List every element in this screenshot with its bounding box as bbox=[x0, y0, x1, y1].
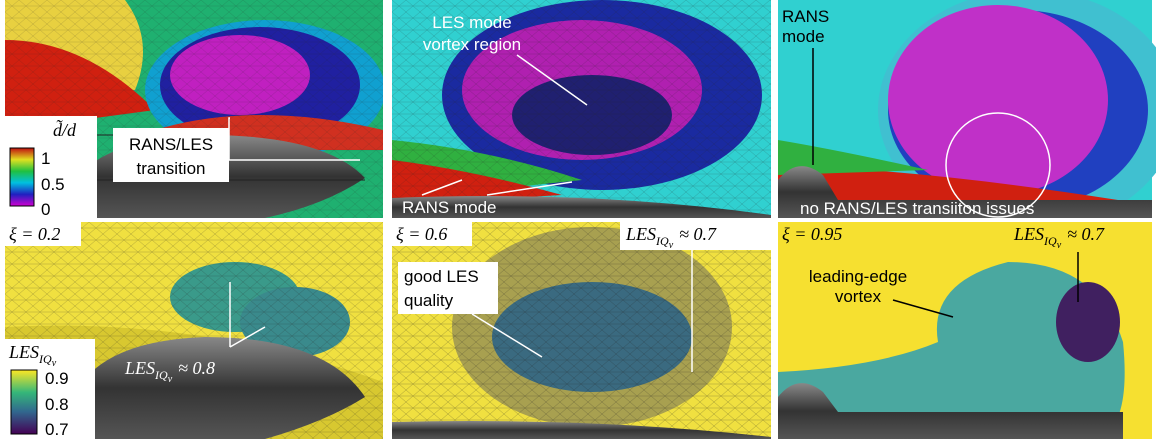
parameter: ξ = 0.6 bbox=[396, 224, 447, 244]
symbol: LES bbox=[124, 358, 155, 378]
panel-2: LES mode vortex region RANS mode bbox=[392, 0, 771, 218]
annotation: vortex region bbox=[423, 35, 521, 54]
subsubscript: ν bbox=[168, 374, 173, 385]
colorbar-tick-label: 0.5 bbox=[41, 175, 65, 194]
annotation: no RANS/LES transiiton issues bbox=[800, 199, 1034, 218]
symbol: LES bbox=[1013, 224, 1044, 244]
panel-6: ξ = 0.95 LESIQν ≈ 0.7 leading-edge vortex bbox=[778, 222, 1152, 439]
relation: ≈ 0.8 bbox=[178, 358, 215, 378]
relation: ≈ 0.7 bbox=[1067, 224, 1105, 244]
panel-5: ξ = 0.6 LESIQν ≈ 0.7 good LES quality bbox=[392, 222, 771, 439]
symbol: LES bbox=[625, 224, 656, 244]
panel-4: ξ = 0.2 LESIQν 0.9 0.8 0.7 LESIQν≈ 0.8 bbox=[5, 222, 383, 439]
symbol: LES bbox=[8, 342, 39, 362]
panel-1: d̃/d 1 0.5 0 RANS/LES transition bbox=[5, 0, 385, 219]
colorbar-title: d̃/d bbox=[53, 119, 77, 140]
subscript: IQ bbox=[154, 368, 168, 382]
subscript: IQ bbox=[38, 352, 52, 366]
parameter: ξ = 0.2 bbox=[9, 224, 60, 244]
subscript: IQ bbox=[1043, 234, 1057, 248]
colorbar-tick-label: 0.9 bbox=[45, 369, 69, 388]
annotation: RANS mode bbox=[402, 198, 496, 217]
subscript: IQ bbox=[655, 234, 669, 248]
parameter: ξ = 0.95 bbox=[782, 224, 842, 244]
relation: ≈ 0.7 bbox=[679, 224, 717, 244]
annotation: leading-edge bbox=[809, 267, 907, 286]
panel-3: RANS mode no RANS/LES transiiton issues bbox=[778, 0, 1156, 230]
page: {"panels": [ {"colorbar": {"title": "d̃/… bbox=[0, 0, 1156, 439]
colorbar-tick-label: 0 bbox=[41, 200, 50, 219]
annotation: transition bbox=[137, 159, 206, 178]
colorbar-tick-label: 0.7 bbox=[45, 420, 69, 439]
colorbar-tick-label: 0.8 bbox=[45, 395, 69, 414]
annotation: RANS/LES bbox=[129, 135, 213, 154]
annotation: vortex bbox=[835, 287, 882, 306]
annotation: RANS bbox=[782, 7, 829, 26]
annotation: mode bbox=[782, 27, 825, 46]
subsubscript: ν bbox=[52, 358, 57, 369]
figure: d̃/d 1 0.5 0 RANS/LES transition LES mod… bbox=[0, 0, 1156, 439]
subsubscript: ν bbox=[669, 240, 674, 251]
annotation: quality bbox=[404, 291, 454, 310]
colorbar-tick-label: 1 bbox=[41, 149, 50, 168]
annotation: good LES bbox=[404, 267, 479, 286]
annotation: LES mode bbox=[432, 13, 511, 32]
subsubscript: ν bbox=[1057, 240, 1062, 251]
